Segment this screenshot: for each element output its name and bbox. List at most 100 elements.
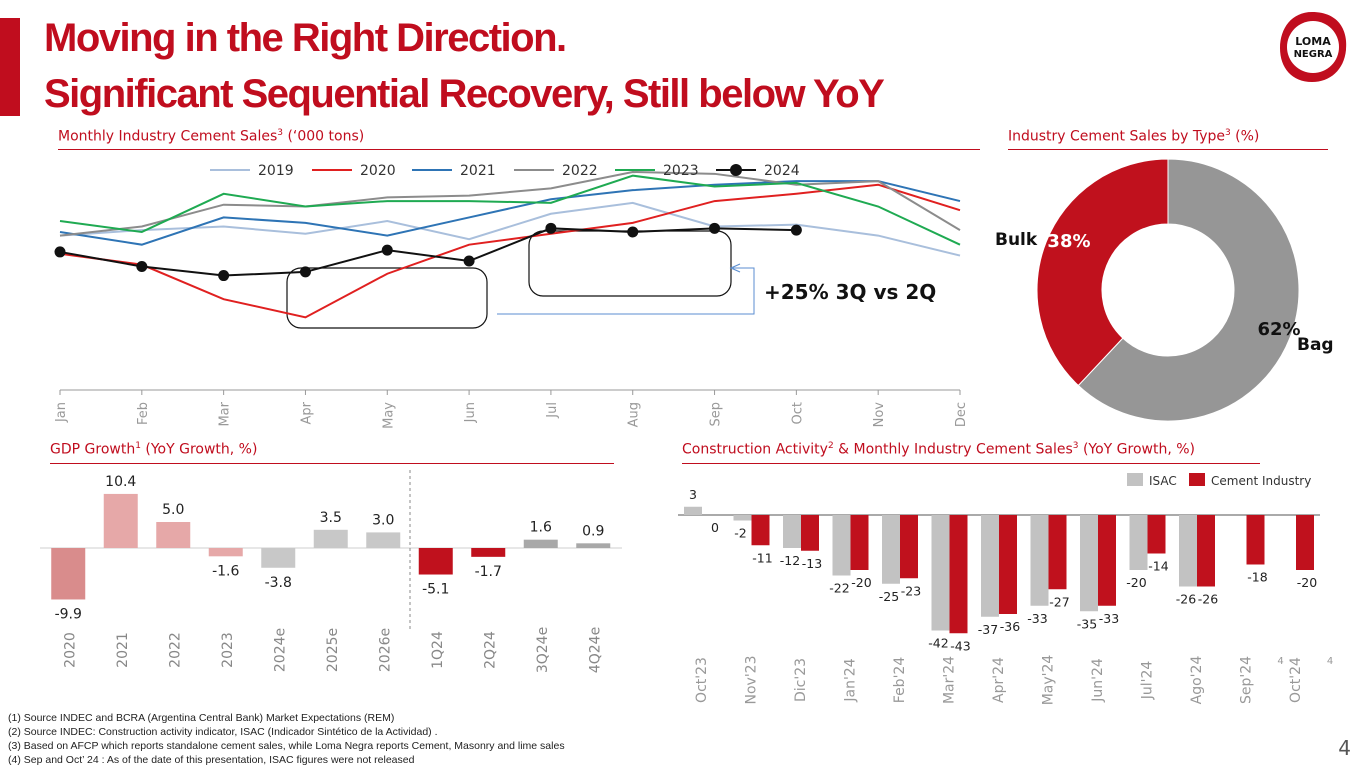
construction-bar-cement <box>850 515 869 570</box>
gdp-bar-value: -5.1 <box>422 582 449 598</box>
construction-bar-value: 3 <box>689 487 697 502</box>
donut-value-bag: 62% <box>1257 319 1300 340</box>
donut-label-bulk: Bulk <box>995 230 1038 250</box>
construction-category-label: Jun'24 <box>1090 658 1106 703</box>
gdp-category-label: 2026e <box>377 628 393 672</box>
construction-bar-isac <box>1179 515 1197 587</box>
construction-category-label: Nov'23 <box>744 656 760 705</box>
series-line-2022 <box>59 170 961 237</box>
data-point-2024 <box>463 255 475 267</box>
gdp-category-label: 2021 <box>115 632 131 668</box>
donut-slice-bulk <box>1036 158 1169 387</box>
gdp-growth-header: GDP Growth1 (YoY Growth, %) <box>50 441 258 458</box>
construction-bar-value: -26 <box>1176 592 1196 607</box>
construction-bar-cement <box>900 515 918 579</box>
construction-header: Construction Activity2 & Monthly Industr… <box>682 441 1196 458</box>
annotation-label: +25% 3Q vs 2Q <box>764 280 936 304</box>
construction-bar-cement <box>801 515 819 551</box>
construction-bar-value: -20 <box>851 575 871 590</box>
construction-bar-cement <box>1197 515 1215 587</box>
donut-value-bulk: 38% <box>1047 231 1090 252</box>
gdp-bar <box>576 543 611 548</box>
gdp-bar <box>103 493 138 548</box>
construction-category-label: Dic'23 <box>793 658 809 702</box>
construction-bar-isac <box>684 506 702 515</box>
annotation-connector <box>497 267 755 315</box>
legend-label: Cement Industry <box>1211 474 1311 488</box>
construction-category-label: Feb'24 <box>892 657 908 704</box>
construction-bar-cement <box>1147 515 1166 554</box>
gdp-category-label: 2020 <box>62 632 78 668</box>
data-point-2024 <box>381 244 393 256</box>
legend-label-2021: 2021 <box>460 163 496 179</box>
construction-bar-value: -33 <box>1099 611 1119 626</box>
legend-label-2024: 2024 <box>764 163 800 179</box>
monthly-sales-header: Monthly Industry Cement Sales3 (‘000 ton… <box>58 128 365 145</box>
x-tick-label: Oct <box>790 402 805 424</box>
footnote-4: (4) Sep and Oct’ 24 : As of the date of … <box>8 754 415 766</box>
gdp-bar-value: 1.6 <box>530 520 552 536</box>
gdp-category-label: 2Q24 <box>482 631 498 669</box>
gdp-bar <box>471 548 506 557</box>
construction-bar-value: -37 <box>978 622 998 637</box>
gdp-category-label: 2025e <box>325 628 341 672</box>
construction-bar-value: -43 <box>950 638 970 653</box>
construction-bar-value: -20 <box>1126 575 1146 590</box>
construction-bar-value: -20 <box>1297 575 1317 590</box>
construction-bar-value: -2 <box>734 526 746 541</box>
construction-category-label: Jul'24 <box>1140 661 1156 701</box>
construction-bar-cement <box>1296 515 1314 570</box>
x-tick-label: Jul <box>545 402 560 419</box>
construction-bar-value: -22 <box>829 581 849 596</box>
gdp-category-label: 2023 <box>220 632 236 668</box>
gdp-bar-value: 5.0 <box>162 502 184 518</box>
construction-bar-isac <box>882 515 900 584</box>
legend-label-2023: 2023 <box>663 163 699 179</box>
construction-bar-value: -35 <box>1077 616 1097 631</box>
x-tick-label: Apr <box>299 401 314 424</box>
gdp-bar <box>261 548 296 568</box>
construction-bar-value: 0 <box>711 520 719 535</box>
construction-bar-cement <box>1048 515 1067 590</box>
gdp-bar <box>51 548 86 600</box>
gdp-bar <box>156 522 191 548</box>
construction-bar-value: -27 <box>1049 594 1069 609</box>
series-line-2023 <box>59 174 961 246</box>
construction-bar-isac <box>981 515 999 617</box>
donut-slice-bag <box>1077 158 1300 422</box>
footnote-3: (3) Based on AFCP which reports standalo… <box>8 740 565 752</box>
gdp-bar-value: 0.9 <box>582 523 604 539</box>
gdp-bar-value: 3.0 <box>372 512 394 528</box>
construction-category-label: Ago'24 <box>1189 656 1205 705</box>
construction-bar-chart: ISAC Cement Industry 3 0 Oct'23 -2 -11 Nov'23 -1… <box>678 473 1333 705</box>
footnotes: (1) Source INDEC and BCRA (Argentina Cen… <box>8 711 565 767</box>
construction-bar-isac <box>733 515 752 521</box>
construction-bar-cement <box>1246 515 1265 565</box>
construction-bar-value: -11 <box>752 550 772 565</box>
gdp-bar <box>418 548 453 575</box>
construction-category-sup: 4 <box>1327 656 1333 667</box>
gdp-bar-value: -1.6 <box>212 563 239 579</box>
gdp-bar <box>366 532 401 548</box>
gdp-growth-rule <box>50 463 614 464</box>
series-line-2020 <box>59 183 961 319</box>
gdp-bar <box>313 529 348 548</box>
data-point-2024 <box>54 246 66 258</box>
construction-category-label: Sep'24 <box>1239 656 1255 704</box>
monthly-sales-rule <box>58 149 980 150</box>
construction-bar-cement <box>999 515 1017 614</box>
construction-bar-value: -23 <box>901 583 921 598</box>
gdp-bar <box>208 548 243 557</box>
legend-marker-2024 <box>730 164 742 176</box>
construction-bar-value: -25 <box>879 589 899 604</box>
gdp-bar <box>523 539 558 548</box>
page-title-line2: Significant Sequential Recovery, Still b… <box>44 72 885 116</box>
construction-bar-cement <box>949 515 968 634</box>
footnote-1: (1) Source INDEC and BCRA (Argentina Cen… <box>8 712 395 724</box>
construction-bar-cement <box>1098 515 1116 606</box>
construction-bar-value: -42 <box>928 636 948 651</box>
data-point-2024 <box>709 222 721 234</box>
data-point-2024 <box>299 266 311 278</box>
legend-swatch <box>1189 473 1205 486</box>
